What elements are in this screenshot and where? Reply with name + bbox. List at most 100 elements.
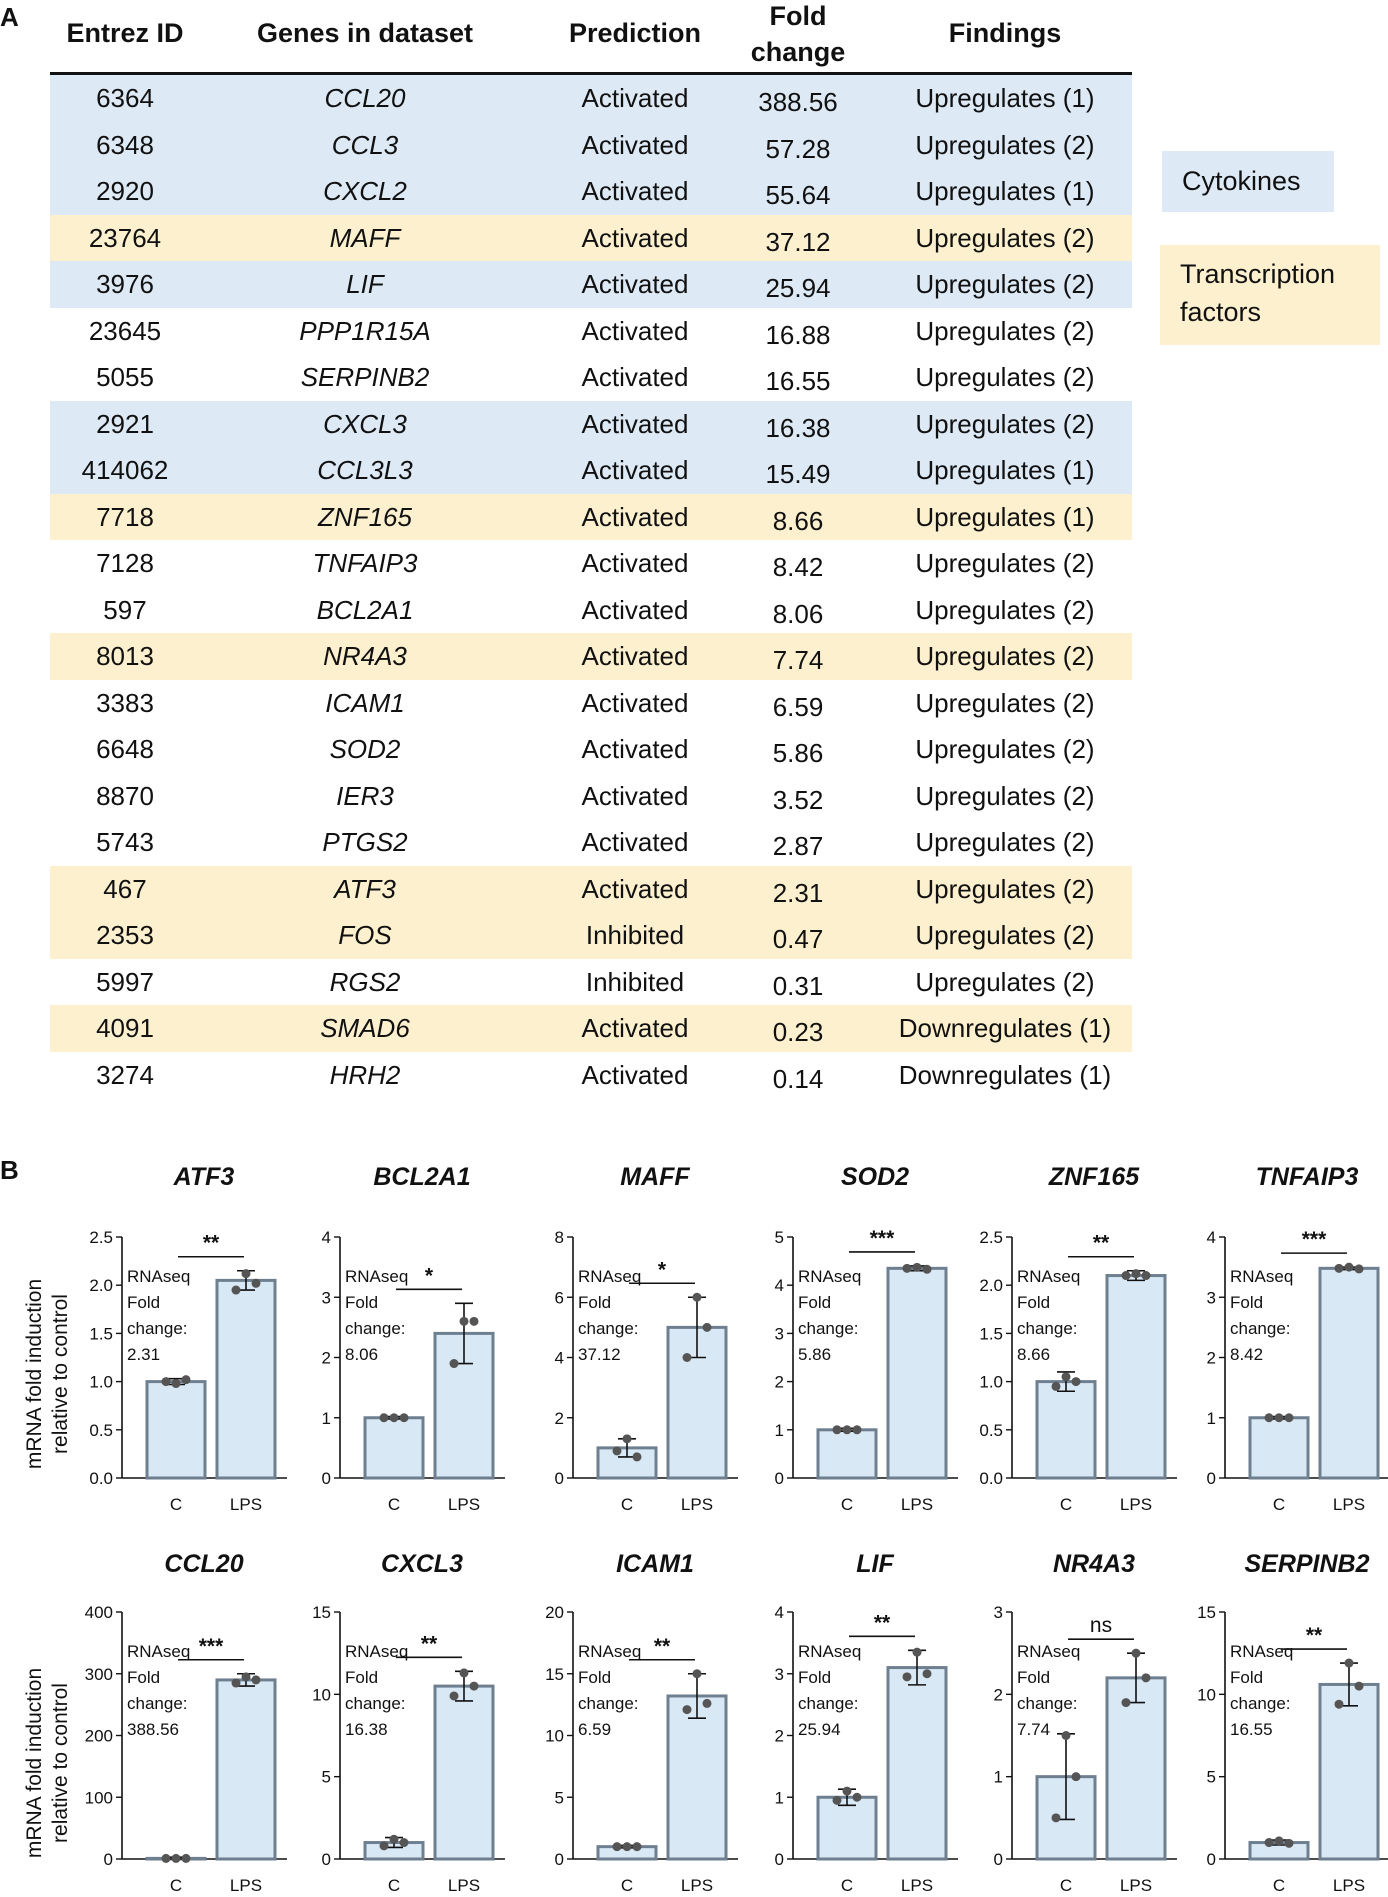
cell-id: 2920 [96, 176, 154, 206]
rnaseq-note-line: RNAseq [578, 1642, 641, 1661]
rnaseq-note-line: Fold [127, 1668, 160, 1687]
data-point [231, 1285, 241, 1295]
cell-prediction: Activated [581, 548, 689, 578]
data-point [692, 1669, 702, 1679]
cell-gene: TNFAIP3 [312, 548, 418, 578]
data-point [702, 1698, 712, 1708]
cell-id: 7718 [96, 501, 154, 532]
data-point [922, 1264, 932, 1274]
bar-lps [886, 1266, 948, 1480]
chart-title: SERPINB2 [1244, 1550, 1369, 1578]
data-point [1061, 1731, 1071, 1740]
cell-fold: 0.23 [772, 1017, 824, 1047]
y-tick-label: 1 [1207, 1409, 1216, 1428]
cell-fold: 8.66 [772, 505, 824, 536]
gene-table: Entrez ID Genes in dataset Prediction Fo… [50, 0, 1132, 1098]
data-point [1121, 1698, 1131, 1708]
rnaseq-note-line: change: [127, 1694, 188, 1713]
bar-c [1248, 1841, 1310, 1861]
y-axis-label-row1-line1: mRNA fold induction [23, 1278, 46, 1470]
significance-label: ** [654, 1635, 671, 1658]
cell-prediction: Activated [581, 873, 689, 904]
y-tick-label: 10 [312, 1685, 331, 1704]
panel-label-a: A [0, 2, 19, 32]
cell-gene: HRH2 [329, 1059, 401, 1090]
cell-fold: 388.56 [758, 87, 838, 117]
rnaseq-note-line: 25.94 [798, 1720, 841, 1739]
cell-fold: 57.28 [765, 133, 831, 164]
legend-transcription-factors: Transcription factors [1160, 245, 1380, 345]
data-point [241, 1269, 251, 1279]
cell-prediction: Activated [581, 1013, 689, 1043]
bar-lps [433, 1331, 495, 1480]
rnaseq-note-line: change: [127, 1319, 188, 1338]
rnaseq-note-line: Fold [578, 1293, 611, 1312]
data-point [1334, 1699, 1344, 1709]
cell-findings: Downregulates (1) [898, 1013, 1112, 1043]
data-point [1071, 1772, 1081, 1782]
cell-fold: 16.88 [765, 319, 831, 350]
rnaseq-note-line: change: [578, 1319, 639, 1338]
significance-label: * [658, 1258, 667, 1281]
y-tick-label: 0.0 [979, 1469, 1003, 1488]
data-point [1071, 1377, 1081, 1387]
cell-findings: Upregulates (2) [915, 873, 1095, 904]
table-row: 2921 CXCL3 Activated 16.38 Upregulates (2) [50, 400, 1132, 447]
x-category-label: C [1273, 1876, 1285, 1895]
data-point [622, 1434, 632, 1444]
data-point [1264, 1413, 1274, 1423]
bar-c [816, 1428, 878, 1480]
x-category-label: LPS [681, 1495, 713, 1514]
cell-id: 597 [103, 594, 147, 625]
cell-gene: ZNF165 [318, 501, 412, 532]
y-axis-label-row2-line2: relative to control [49, 1683, 72, 1843]
rnaseq-note-line: Fold [578, 1668, 611, 1687]
cell-fold: 55.64 [765, 180, 831, 210]
bar-lps [1318, 1682, 1380, 1861]
y-tick-label: 0 [322, 1469, 331, 1488]
data-point [181, 1853, 191, 1863]
data-point [459, 1668, 469, 1678]
data-point [902, 1263, 912, 1273]
y-tick-label: 2 [322, 1349, 331, 1368]
data-point [1354, 1264, 1364, 1274]
rnaseq-note-line: RNAseq [1017, 1642, 1080, 1661]
significance-label: ** [203, 1232, 220, 1255]
rnaseq-note-line: Fold [345, 1668, 378, 1687]
y-tick-label: 2.0 [89, 1276, 113, 1295]
y-tick-label: 5 [322, 1768, 331, 1787]
cell-prediction: Activated [581, 734, 689, 764]
data-point [399, 1838, 409, 1848]
data-point [1131, 1648, 1141, 1658]
cell-prediction: Inhibited [585, 966, 685, 997]
cell-gene: FOS [338, 920, 392, 950]
cell-prediction: Activated [581, 455, 689, 485]
table-body: 6364 CCL20 Activated 388.56 Upregulates (1) 6… [50, 75, 1132, 1098]
y-axis-label-row2-line1: mRNA fold induction [23, 1667, 46, 1859]
rnaseq-note-line: RNAseq [1230, 1642, 1293, 1661]
cell-id: 4091 [96, 1013, 154, 1043]
significance-label: *** [1302, 1228, 1327, 1251]
cell-gene: CCL3L3 [317, 455, 413, 485]
chart-title: ATF3 [173, 1163, 235, 1191]
y-tick-label: 2.5 [89, 1228, 113, 1247]
y-tick-label: 8 [555, 1228, 564, 1247]
cell-id: 2353 [96, 920, 154, 950]
header-findings: Findings [948, 18, 1062, 48]
rnaseq-note-line: RNAseq [798, 1642, 861, 1661]
cell-findings: Upregulates (1) [915, 501, 1095, 532]
y-tick-label: 5 [775, 1228, 784, 1247]
cell-findings: Upregulates (2) [915, 920, 1095, 950]
x-category-label: LPS [230, 1876, 262, 1895]
data-point [842, 1786, 852, 1796]
data-point [832, 1425, 842, 1435]
data-point [1131, 1269, 1141, 1279]
y-tick-label: 4 [322, 1228, 331, 1247]
rnaseq-note-line: change: [798, 1694, 859, 1713]
legend-tf-line2: factors [1180, 297, 1262, 327]
bar-c [596, 1446, 658, 1480]
cell-gene: CCL3 [331, 129, 399, 160]
cell-prediction: Activated [581, 641, 689, 671]
rnaseq-note-line: RNAseq [1230, 1267, 1293, 1286]
y-tick-label: 0.5 [979, 1421, 1003, 1440]
